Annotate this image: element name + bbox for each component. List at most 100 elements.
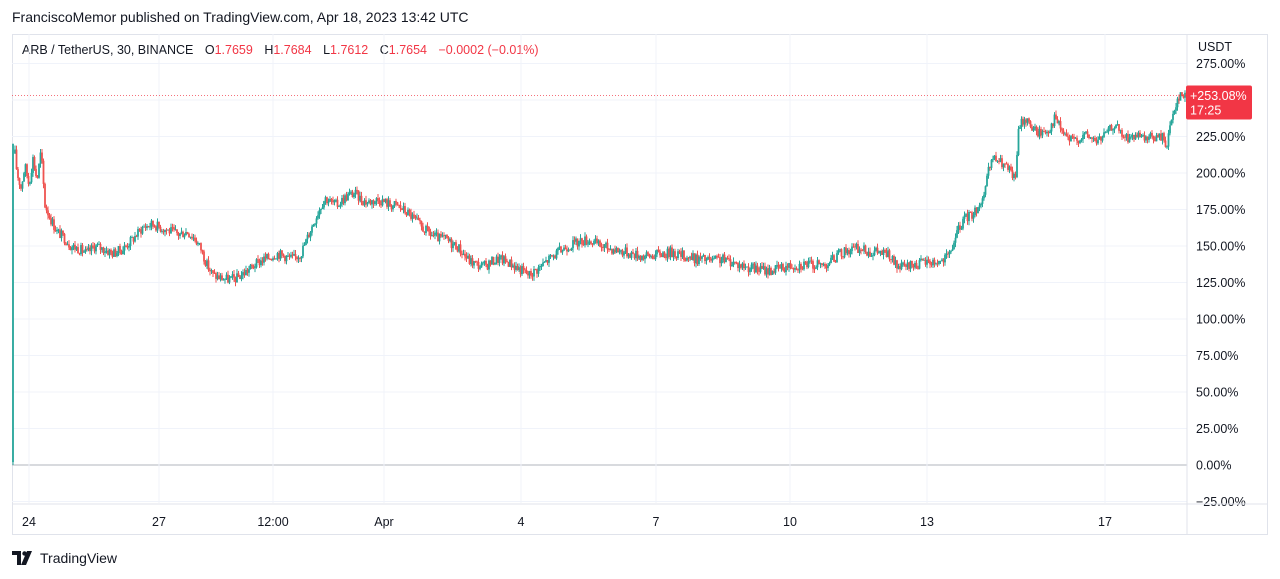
candle-body bbox=[686, 257, 688, 261]
candle-body bbox=[749, 269, 751, 273]
candle-body bbox=[123, 245, 126, 251]
candle-body bbox=[783, 270, 786, 273]
candle-body bbox=[263, 256, 265, 263]
candle-body bbox=[908, 262, 910, 269]
candle-body bbox=[785, 265, 787, 273]
candle-body bbox=[945, 253, 948, 255]
candle-body bbox=[1055, 114, 1057, 120]
candle-body bbox=[716, 255, 718, 257]
candle-body bbox=[36, 175, 39, 178]
candle-body bbox=[1070, 135, 1072, 142]
candle-body bbox=[29, 182, 31, 184]
candle-body bbox=[1020, 118, 1023, 128]
candle-body bbox=[270, 259, 273, 261]
candle-body bbox=[1053, 114, 1056, 127]
candle-body bbox=[198, 243, 201, 244]
candle-body bbox=[510, 259, 513, 268]
candle-body bbox=[1007, 164, 1009, 170]
candle-body bbox=[971, 212, 973, 219]
candle-body bbox=[72, 244, 75, 248]
candle-body bbox=[221, 275, 223, 281]
candle-body bbox=[314, 223, 316, 225]
candle-body bbox=[138, 229, 141, 230]
candle-body bbox=[461, 253, 463, 255]
candle-body bbox=[1001, 158, 1003, 168]
candle-body bbox=[605, 242, 607, 245]
candle-body bbox=[387, 200, 390, 207]
candle-body bbox=[984, 186, 987, 195]
candle-body bbox=[1118, 124, 1120, 131]
candle-body bbox=[884, 249, 886, 253]
price-axis-currency[interactable]: USDT bbox=[1198, 40, 1233, 54]
candle-body bbox=[944, 254, 946, 263]
candle-body bbox=[1127, 134, 1129, 143]
candle-body bbox=[1100, 136, 1102, 141]
candle-body bbox=[78, 253, 81, 255]
candle-body bbox=[954, 237, 957, 243]
candle-body bbox=[912, 265, 915, 268]
candle-body bbox=[584, 236, 586, 246]
candle-body bbox=[371, 200, 373, 205]
candle-body bbox=[645, 252, 648, 257]
candle-body bbox=[717, 256, 720, 258]
candle-body bbox=[524, 269, 526, 271]
candle-body bbox=[560, 246, 562, 253]
candle-body bbox=[360, 195, 363, 203]
candle-body bbox=[791, 267, 793, 269]
candle-body bbox=[257, 259, 259, 261]
candle-body bbox=[701, 256, 703, 259]
candle-body bbox=[252, 265, 255, 269]
candle-body bbox=[779, 267, 781, 269]
candle-body bbox=[554, 255, 556, 259]
high-value: 1.7684 bbox=[273, 43, 312, 57]
candle-body bbox=[180, 231, 183, 234]
candle-body bbox=[408, 209, 411, 213]
candle-body bbox=[575, 238, 577, 242]
candle-body bbox=[24, 164, 27, 174]
candle-body bbox=[351, 191, 354, 198]
last-price-badge[interactable] bbox=[1186, 85, 1252, 120]
candle-body bbox=[1178, 98, 1180, 101]
x-tick-label: Apr bbox=[374, 515, 393, 529]
candle-body bbox=[462, 253, 465, 255]
candle-body bbox=[248, 269, 250, 273]
candle-body bbox=[308, 234, 310, 238]
candle-body bbox=[87, 247, 90, 250]
candle-body bbox=[870, 255, 873, 257]
candle-body bbox=[326, 197, 328, 204]
candle-body bbox=[839, 249, 841, 251]
candle-body bbox=[822, 264, 825, 265]
candle-body bbox=[423, 231, 426, 233]
symbol-name[interactable]: ARB / TetherUS, 30, BINANCE bbox=[22, 43, 194, 57]
candle-body bbox=[695, 254, 697, 264]
candle-body bbox=[989, 166, 991, 168]
candle-body bbox=[860, 249, 862, 251]
candle-body bbox=[501, 255, 504, 264]
candle-body bbox=[345, 195, 348, 201]
candle-body bbox=[410, 212, 412, 219]
candle-body bbox=[753, 263, 756, 273]
candle-body bbox=[890, 259, 892, 260]
candle-body bbox=[297, 257, 300, 260]
candle-body bbox=[441, 235, 444, 237]
candle-body bbox=[888, 250, 891, 260]
candle-body bbox=[122, 250, 124, 255]
candle-body bbox=[999, 158, 1002, 162]
candle-body bbox=[764, 266, 766, 275]
candle-body bbox=[1170, 119, 1173, 126]
candle-body bbox=[546, 260, 549, 263]
candle-body bbox=[878, 252, 880, 254]
candle-body bbox=[1140, 135, 1143, 138]
candle-body bbox=[440, 233, 442, 237]
candle-body bbox=[1026, 118, 1029, 123]
candle-body bbox=[659, 251, 661, 256]
candle-body bbox=[714, 255, 717, 259]
candle-body bbox=[437, 232, 439, 242]
candle-body bbox=[843, 247, 846, 258]
candle-body bbox=[1157, 135, 1159, 138]
candle-body bbox=[1136, 134, 1138, 138]
candle-body bbox=[1164, 140, 1167, 147]
candle-body bbox=[453, 242, 456, 244]
candle-body bbox=[731, 265, 733, 267]
